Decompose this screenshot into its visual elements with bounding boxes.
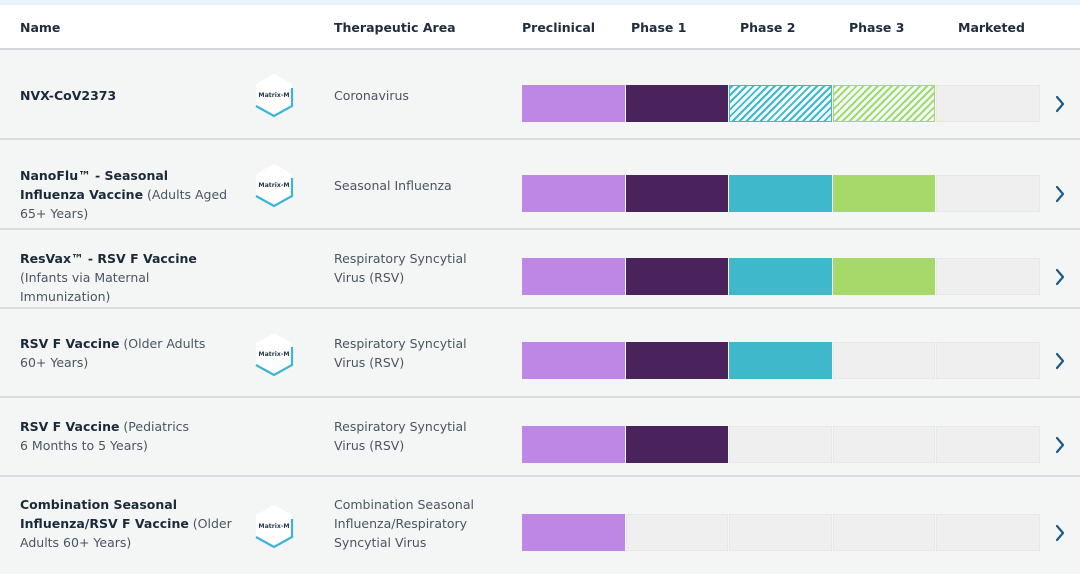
phase-progress-bar [522,514,1040,551]
chevron-right-icon[interactable] [1052,184,1068,204]
header-phase-1: Phase 1 [631,20,687,35]
header-phase-2: Phase 2 [740,20,796,35]
phase-segment-phase3 [832,175,936,212]
phase-segment-phase2 [729,342,832,379]
phase-segment-phase1 [625,514,729,551]
phase-segment-marketed [936,342,1040,379]
phase-segment-phase2 [729,426,832,463]
product-name: Combination Seasonal Influenza/RSV F Vac… [20,495,235,552]
product-name: RSV F Vaccine (Pediatrics 6 Months to 5 … [20,417,200,455]
product-name-bold: NanoFlu™ - Seasonal Influenza Vaccine [20,168,169,202]
therapeutic-area: Respiratory Syncytial Virus (RSV) [334,419,467,453]
table-row[interactable]: NVX-CoV2373 Matrix-M Coronavirus [0,50,1080,140]
phase-segment-marketed [936,258,1040,295]
phase-segment-marketed [936,85,1040,122]
badge-label: Matrix-M [258,92,289,99]
top-strip [0,0,1080,5]
therapeutic-area: Seasonal Influenza [334,178,452,193]
product-name: ResVax™ - RSV F Vaccine (Infants via Mat… [20,249,240,306]
therapeutic-area: Combination Seasonal Influenza/Respirato… [334,497,474,550]
phase-progress-bar [522,258,1040,295]
product-name-detail: (Pediatrics 6 Months to 5 Years) [20,419,190,453]
phase-segment-preclinical [522,426,625,463]
phase-progress-bar [522,426,1040,463]
badge-label: Matrix-M [258,523,289,530]
phase-progress-bar [522,175,1040,212]
therapeutic-area: Respiratory Syncytial Virus (RSV) [334,336,467,370]
header-name: Name [20,20,61,35]
product-name-bold: ResVax™ - RSV F Vaccine [20,251,197,266]
phase-segment-phase2 [729,258,832,295]
badge-label: Matrix-M [258,182,289,189]
header-preclinical: Preclinical [522,20,596,35]
header-phase-3: Phase 3 [849,20,905,35]
table-row[interactable]: ResVax™ - RSV F Vaccine (Infants via Mat… [0,230,1080,309]
phase-segment-preclinical [522,258,625,295]
matrix-m-adjuvant-icon: Matrix-M [254,503,294,548]
phase-segment-phase2 [729,175,832,212]
phase-segment-phase2 [729,85,832,122]
product-name-detail: (Older Adults 60+ Years) [20,336,206,370]
therapeutic-area: Respiratory Syncytial Virus (RSV) [334,251,467,285]
phase-segment-phase1 [625,85,729,122]
phase-segment-phase1 [625,426,729,463]
header-marketed: Marketed [958,20,1025,35]
phase-segment-phase1 [625,175,729,212]
chevron-right-icon[interactable] [1052,523,1068,543]
table-header: Name Therapeutic Area Preclinical Phase … [0,5,1080,50]
product-name-detail: (Older Adults 60+ Years) [20,516,232,550]
chevron-right-icon[interactable] [1052,267,1068,287]
table-row[interactable]: NanoFlu™ - Seasonal Influenza Vaccine (A… [0,140,1080,230]
phase-progress-bar [522,342,1040,379]
product-name-bold: Combination Seasonal Influenza/RSV F Vac… [20,497,189,531]
phase-progress-bar [522,85,1040,122]
phase-segment-phase3 [832,258,936,295]
product-name: RSV F Vaccine (Older Adults 60+ Years) [20,334,210,372]
phase-segment-phase1 [625,342,729,379]
chevron-right-icon[interactable] [1052,435,1068,455]
product-name: NanoFlu™ - Seasonal Influenza Vaccine (A… [20,166,230,223]
badge-label: Matrix-M [258,351,289,358]
product-name-bold: RSV F Vaccine [20,336,120,351]
product-name-detail: (Adults Aged 65+ Years) [20,187,228,221]
matrix-m-adjuvant-icon: Matrix-M [254,331,294,376]
therapeutic-area: Coronavirus [334,88,409,103]
phase-segment-phase1 [625,258,729,295]
phase-segment-phase3 [832,426,936,463]
phase-segment-preclinical [522,175,625,212]
table-row[interactable]: Combination Seasonal Influenza/RSV F Vac… [0,477,1080,574]
table-row[interactable]: RSV F Vaccine (Older Adults 60+ Years) Ma… [0,309,1080,398]
phase-segment-preclinical [522,85,625,122]
chevron-right-icon[interactable] [1052,351,1068,371]
chevron-right-icon[interactable] [1052,94,1068,114]
phase-segment-phase3 [832,514,936,551]
phase-segment-marketed [936,514,1040,551]
phase-segment-phase3 [832,342,936,379]
phase-segment-marketed [936,175,1040,212]
matrix-m-adjuvant-icon: Matrix-M [254,72,294,118]
phase-segment-preclinical [522,342,625,379]
matrix-m-adjuvant-icon: Matrix-M [254,162,294,208]
phase-segment-phase2 [729,514,832,551]
phase-segment-preclinical [522,514,625,551]
phase-segment-phase3 [832,85,936,122]
header-therapeutic-area: Therapeutic Area [334,20,456,35]
phase-segment-marketed [936,426,1040,463]
product-name-detail: (Infants via Maternal Immunization) [20,270,150,304]
product-name-bold: RSV F Vaccine [20,419,120,434]
product-name: NVX-CoV2373 [20,86,245,105]
product-name-bold: NVX-CoV2373 [20,88,117,103]
table-row[interactable]: RSV F Vaccine (Pediatrics 6 Months to 5 … [0,398,1080,477]
